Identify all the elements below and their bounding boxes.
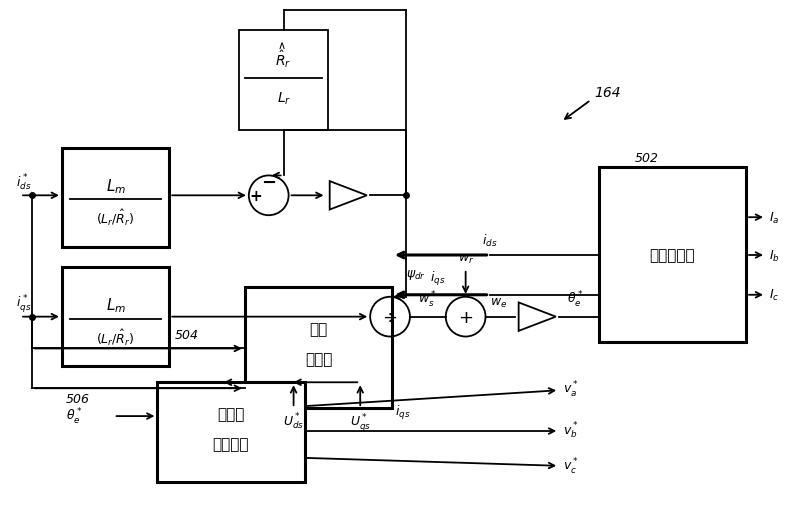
Text: +: + [458,308,473,326]
Text: ÷: ÷ [382,308,398,326]
Bar [62,267,170,367]
Text: $i_{qs}^*$: $i_{qs}^*$ [16,292,31,314]
Text: $v_b^*$: $v_b^*$ [563,420,579,440]
Text: $L_m$: $L_m$ [106,296,126,315]
Text: $(L_r/\hat{R}_r)$: $(L_r/\hat{R}_r)$ [96,208,135,228]
Text: $U_{qs}^*$: $U_{qs}^*$ [350,411,370,433]
Text: $i_{qs}$: $i_{qs}$ [430,269,446,287]
Text: $L_r$: $L_r$ [277,90,290,107]
Text: $\wedge$: $\wedge$ [278,39,286,50]
Text: $I_a$: $I_a$ [769,210,779,225]
Text: $v_c^*$: $v_c^*$ [563,456,579,476]
Text: $\theta_e^*$: $\theta_e^*$ [66,406,82,426]
Text: 502: 502 [634,152,658,165]
Text: $\psi_{dr}$: $\psi_{dr}$ [406,267,426,281]
Text: $w_e$: $w_e$ [490,296,506,309]
Text: 同步到: 同步到 [218,407,245,422]
Text: 504: 504 [175,328,199,341]
Text: $i_{ds}$: $i_{ds}$ [482,232,498,248]
Text: 164: 164 [594,86,621,99]
Bar [599,168,746,342]
Text: $w_r$: $w_r$ [458,252,474,266]
Text: 电流: 电流 [310,322,327,336]
Text: −: − [261,174,276,192]
Bar [62,148,170,247]
Text: 固定到同步: 固定到同步 [650,247,695,263]
Text: $\theta_e^*$: $\theta_e^*$ [567,289,584,309]
Bar [245,287,392,409]
Text: $w_s^*$: $w_s^*$ [418,289,437,309]
Bar [239,31,328,130]
Text: 固定转换: 固定转换 [213,437,249,451]
Text: $i_{qs}$: $i_{qs}$ [395,403,410,421]
Text: $I_c$: $I_c$ [769,288,779,302]
Text: $I_b$: $I_b$ [769,248,780,263]
Text: $L_m$: $L_m$ [106,177,126,195]
Text: $i_{ds}^*$: $i_{ds}^*$ [16,173,31,193]
Text: 506: 506 [66,392,90,405]
Text: 调节器: 调节器 [305,351,332,366]
Text: $(L_r/\hat{R}_r)$: $(L_r/\hat{R}_r)$ [96,327,135,347]
Text: +: + [250,188,262,204]
Text: $U_{ds}^*$: $U_{ds}^*$ [283,411,304,432]
Text: $\hat{R}_r$: $\hat{R}_r$ [275,48,292,70]
Bar [158,382,305,482]
Text: $v_a^*$: $v_a^*$ [563,379,579,399]
